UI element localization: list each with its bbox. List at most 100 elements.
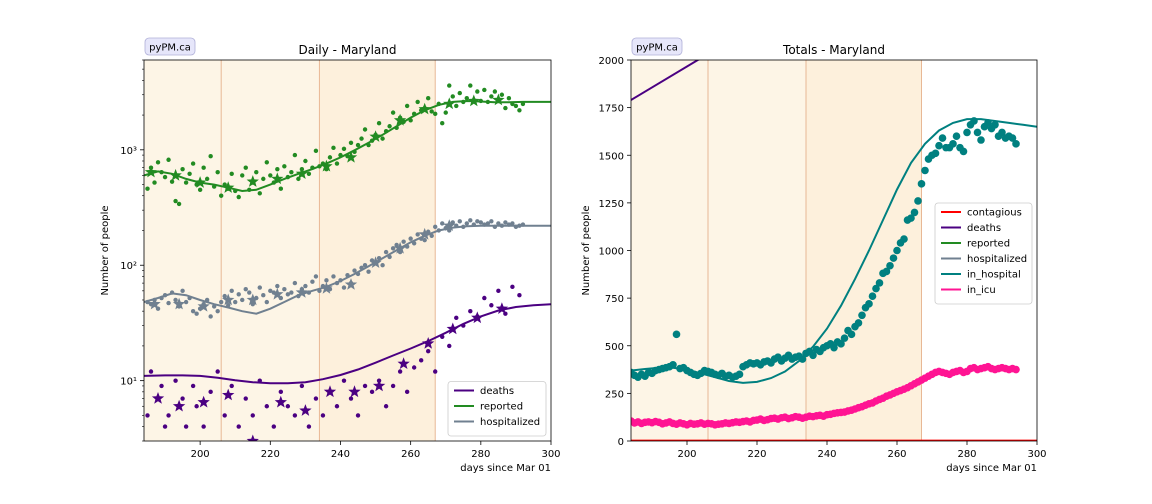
data-point-reported xyxy=(334,161,340,166)
data-point-deaths xyxy=(433,369,438,374)
weekly-point-hospitalized xyxy=(418,227,431,240)
data-point-reported xyxy=(429,109,434,114)
legend-label-deaths: deaths xyxy=(480,386,514,397)
weekly-point-hospitalized xyxy=(246,293,259,306)
data-point-reported xyxy=(327,155,333,160)
data-point-deaths xyxy=(183,424,189,429)
data-point-hospitalized xyxy=(415,232,420,237)
data-point-in_hospital xyxy=(837,340,845,348)
data-point-reported xyxy=(243,165,248,170)
data-point-in_hospital xyxy=(830,343,838,352)
weekly-point-deaths xyxy=(323,385,337,398)
legend-label-deaths: deaths xyxy=(967,223,1001,234)
data-point-reported xyxy=(145,186,150,191)
data-point-deaths xyxy=(411,365,417,370)
data-point-reported xyxy=(464,96,469,101)
data-point-in_hospital xyxy=(935,141,943,150)
weekly-point-deaths xyxy=(274,395,287,408)
data-point-hospitalized xyxy=(380,263,385,268)
phase-band-2 xyxy=(806,60,922,441)
data-point-reported xyxy=(443,110,448,115)
plot-area xyxy=(144,83,551,441)
x-axis-label: days since Mar 01 xyxy=(460,463,551,474)
data-point-deaths xyxy=(145,413,150,418)
data-point-deaths xyxy=(264,404,270,409)
data-point-deaths xyxy=(517,292,522,298)
data-point-reported xyxy=(169,179,175,184)
data-point-deaths xyxy=(510,284,515,290)
chart-panel-1: 200 220 240 260 280 300 0 250 500 750 1000 1250 1500… xyxy=(581,37,1047,474)
data-point-reported xyxy=(183,180,189,185)
data-point-hospitalized xyxy=(190,308,196,314)
legend-label-hospitalized: hospitalized xyxy=(967,254,1027,265)
data-point-deaths xyxy=(271,424,277,429)
x-tick-label: 300 xyxy=(1027,449,1046,460)
model-line-deaths xyxy=(631,60,700,101)
data-point-hospitalized xyxy=(440,221,445,226)
data-point-reported xyxy=(482,87,487,93)
data-point-hospitalized xyxy=(215,308,220,314)
data-point-deaths xyxy=(159,383,164,389)
data-point-hospitalized xyxy=(282,286,287,292)
badge-label: pyPM.ca xyxy=(636,43,678,54)
y-axis-label: Number of people xyxy=(100,205,111,295)
data-point-deaths xyxy=(166,413,171,418)
weekly-point-deaths xyxy=(246,434,259,441)
data-point-in_hospital xyxy=(991,120,999,129)
data-point-hospitalized xyxy=(229,288,234,294)
x-tick-label: 240 xyxy=(331,449,350,460)
data-point-deaths xyxy=(229,383,234,389)
data-point-reported xyxy=(517,108,522,113)
data-point-hospitalized xyxy=(496,221,501,226)
data-point-in_hospital xyxy=(886,261,894,270)
data-point-hospitalized xyxy=(285,292,291,297)
x-tick-label: 260 xyxy=(401,449,420,460)
data-point-reported xyxy=(376,121,382,126)
data-point-hospitalized xyxy=(240,297,245,303)
y-tick-label: 250 xyxy=(605,389,624,400)
weekly-point-deaths xyxy=(422,337,435,349)
data-point-reported xyxy=(359,136,364,141)
data-point-reported xyxy=(503,105,508,111)
data-point-reported xyxy=(152,180,157,185)
data-point-reported xyxy=(447,83,452,88)
data-point-reported xyxy=(254,169,259,175)
data-point-in_hospital xyxy=(735,370,744,379)
data-point-hospitalized xyxy=(247,290,252,295)
data-point-deaths xyxy=(355,413,361,418)
data-point-hospitalized xyxy=(468,218,473,223)
phase-band-0 xyxy=(144,60,222,441)
weekly-point-reported xyxy=(246,175,259,187)
weekly-point-deaths xyxy=(222,388,235,401)
data-point-deaths xyxy=(334,404,340,409)
weekly-point-deaths xyxy=(348,385,361,398)
weekly-point-reported xyxy=(144,165,158,178)
data-point-reported xyxy=(387,124,392,129)
x-tick-label: 220 xyxy=(261,449,280,460)
data-point-in_hospital xyxy=(865,300,873,308)
series-deaths xyxy=(144,284,551,441)
y-tick-label: 1500 xyxy=(599,151,624,162)
data-point-hospitalized xyxy=(394,242,399,248)
data-point-deaths xyxy=(194,404,199,409)
data-point-deaths xyxy=(362,383,368,389)
y-tick-label: 1250 xyxy=(599,199,624,210)
data-point-reported xyxy=(257,191,262,196)
weekly-point-reported xyxy=(344,150,358,163)
data-point-reported xyxy=(197,187,203,193)
data-point-hospitalized xyxy=(310,279,315,284)
data-point-hospitalized xyxy=(236,292,241,297)
data-point-in_hospital xyxy=(893,246,901,255)
data-point-reported xyxy=(404,103,410,109)
data-point-hospitalized xyxy=(408,236,413,241)
data-point-hospitalized xyxy=(275,283,280,289)
weekly-point-deaths xyxy=(172,399,186,412)
data-point-reported xyxy=(499,92,505,97)
series-deaths xyxy=(631,60,700,101)
weekly-point-hospitalized xyxy=(344,278,358,290)
weekly-point-reported xyxy=(369,130,382,142)
legend-label-hospitalized: hospitalized xyxy=(480,417,540,428)
data-point-hospitalized xyxy=(218,299,224,305)
data-point-hospitalized xyxy=(433,224,438,230)
data-point-reported xyxy=(268,173,273,178)
